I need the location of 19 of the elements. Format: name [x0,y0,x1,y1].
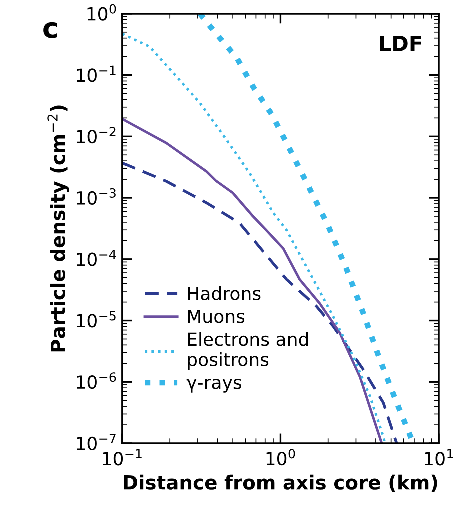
y-tick-label: 10$^{−6}$ [77,372,116,390]
y-tick-label: 10$^{0}$ [88,4,116,21]
y-tick-label: 10$^{−5}$ [77,311,116,328]
y-axis-title: Particle density (cm$^{−2}$) [48,106,70,352]
legend-label: Electrons and positrons [188,332,308,370]
y-tick-label: 10$^{−7}$ [77,434,116,450]
annotation: LDF [380,36,422,52]
y-tick-label: 10$^{−3}$ [77,188,116,206]
legend-label: γ-rays [186,379,242,393]
y-tick-label: 10$^{−2}$ [77,127,116,144]
legend-label: Muons [188,310,245,324]
x-tick-label: 10$^{1}$ [425,449,454,466]
legend-label: Hadrons [188,286,261,300]
x-tick-label: 10$^{0}$ [266,449,296,466]
x-tick-label: 10$^{−1}$ [103,449,142,466]
y-tick-label: 10$^{−1}$ [77,66,116,82]
y-tick-label: 10$^{−4}$ [77,250,116,266]
x-axis-title: Distance from axis core (km) [124,474,438,492]
text: c [44,22,57,38]
